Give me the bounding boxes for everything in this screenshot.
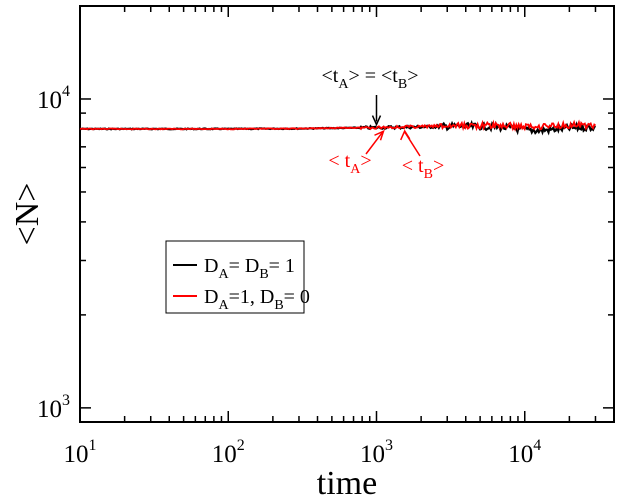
subscript: B: [259, 267, 268, 282]
x-tick-label: 103: [360, 437, 393, 468]
tick-base: 10: [64, 441, 89, 468]
tick-exponent: 4: [533, 437, 541, 454]
tick-exponent: 2: [237, 437, 245, 454]
text-part: D: [204, 255, 218, 277]
plot-frame: [79, 5, 615, 423]
annotation-arrowhead: [400, 129, 411, 141]
x-tick-label: 104: [508, 437, 541, 468]
subscript: B: [398, 77, 407, 92]
y-tick-label: 103: [37, 392, 70, 423]
x-tick-label: 101: [64, 437, 97, 468]
legend: DA= DB= 1DA=1, DB= 0: [165, 240, 310, 314]
subscript: A: [218, 298, 229, 313]
x-tick-label: 102: [212, 437, 245, 468]
legend-items: DA= DB= 1DA=1, DB= 0: [173, 255, 310, 313]
subscript: B: [424, 167, 433, 182]
text-part: >: [360, 150, 371, 172]
series-lines: [79, 119, 597, 136]
annotations: <tA> = <tB>< tA> < tB>: [322, 65, 445, 182]
tick-base: 10: [360, 441, 385, 468]
tick-exponent: 4: [62, 83, 70, 100]
legend-box: [165, 240, 305, 314]
text-part: = D: [229, 255, 260, 277]
tick-exponent: 3: [62, 392, 70, 409]
axis-ticks: [79, 5, 615, 423]
text-part: D: [204, 286, 218, 308]
series-line: [79, 119, 597, 132]
text-part: > = <t: [348, 65, 398, 87]
y-tick-label: 104: [37, 83, 70, 114]
annotation-tA: < tA>: [328, 150, 371, 177]
text-part: < t: [328, 150, 350, 172]
tick-base: 10: [37, 396, 62, 423]
y-axis-title: <N>: [9, 183, 46, 246]
tick-exponent: 1: [89, 437, 97, 454]
text-part: >: [433, 155, 444, 177]
text-part: >: [407, 65, 418, 87]
text-part: =1, D: [229, 286, 275, 308]
tick-base: 10: [508, 441, 533, 468]
x-axis-title: time: [317, 465, 377, 498]
annotation-equal-times: <tA> = <tB>: [322, 65, 419, 92]
annotation-arrowhead: [371, 115, 382, 127]
subscript: A: [218, 267, 229, 282]
tick-exponent: 3: [385, 437, 393, 454]
legend-label: DA= DB= 1: [204, 255, 295, 282]
subscript: A: [338, 77, 349, 92]
text-part: = 1: [269, 255, 295, 277]
text-part: < t: [402, 155, 424, 177]
text-part: = 0: [284, 286, 310, 308]
annotation-tB: < tB>: [402, 155, 444, 182]
annotation-arrow-shaft: [365, 131, 384, 155]
subscript: B: [274, 298, 283, 313]
tick-base: 10: [37, 87, 62, 114]
annotation-arrowhead: [374, 129, 385, 141]
subscript: A: [350, 162, 361, 177]
tick-base: 10: [212, 441, 237, 468]
text-part: <t: [322, 65, 339, 87]
x-tick-labels: 101 102 103 104: [64, 437, 542, 468]
legend-label: DA=1, DB= 0: [204, 286, 310, 313]
